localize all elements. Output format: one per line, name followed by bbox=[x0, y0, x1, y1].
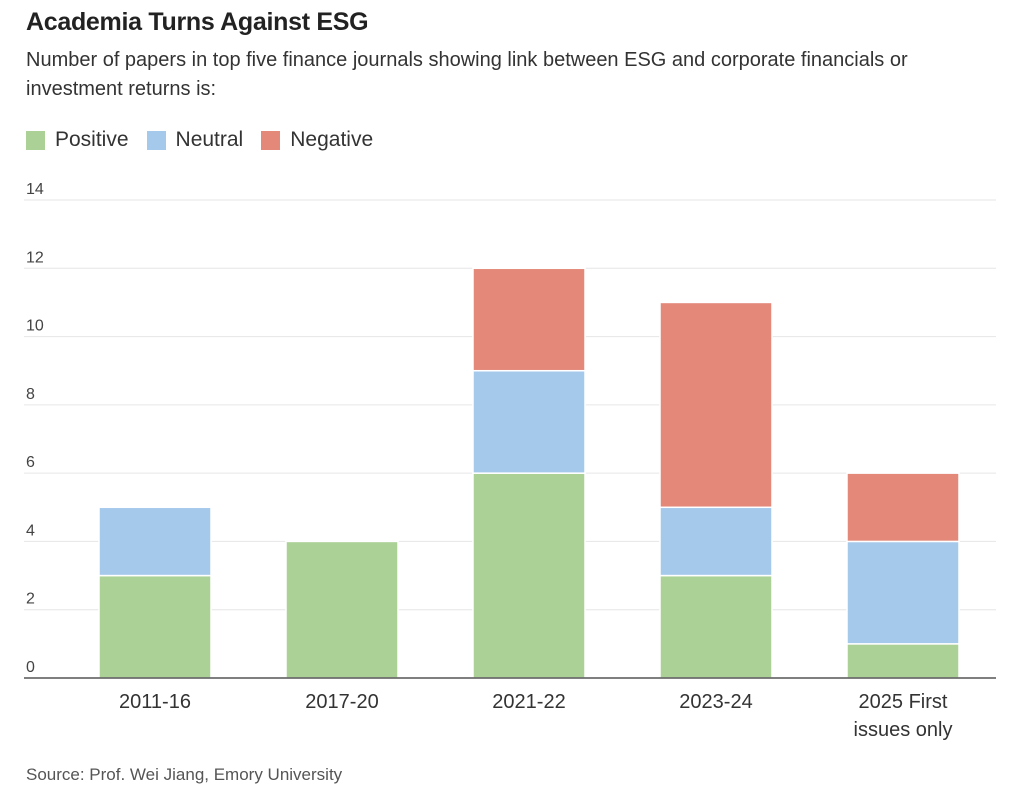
y-tick-label-10: 10 bbox=[26, 318, 44, 335]
bar-negative-2 bbox=[472, 267, 586, 372]
bar-neutral-4 bbox=[846, 540, 960, 645]
bar-positive-0 bbox=[98, 574, 212, 679]
bar-negative-3 bbox=[659, 301, 773, 509]
x-tick-label-3: 2023-24 bbox=[679, 691, 752, 713]
legend-swatch-positive bbox=[26, 130, 45, 150]
x-tick-label-2: 2021-22 bbox=[492, 691, 565, 713]
chart-subtitle: Number of papers in top five finance jou… bbox=[26, 49, 908, 100]
stacked-bar-chart: 0 2 4 6 8 10 12 14 2011-16 2017-20 2021-22 2023-24 2… bbox=[24, 181, 996, 741]
legend-item-neutral: Neutral bbox=[146, 128, 244, 152]
y-tick-label-14: 14 bbox=[26, 181, 44, 198]
legend-swatch-neutral bbox=[146, 130, 166, 150]
legend-label-positive: Positive bbox=[55, 128, 129, 151]
bar-neutral-2 bbox=[472, 369, 586, 474]
bar-positive-4 bbox=[846, 643, 960, 679]
legend-label-neutral: Neutral bbox=[175, 128, 244, 151]
legend-swatch-negative bbox=[261, 130, 281, 150]
y-tick-label-12: 12 bbox=[26, 249, 44, 266]
x-tick-label-1: 2017-20 bbox=[305, 691, 378, 713]
bar-positive-1 bbox=[285, 540, 399, 679]
bar-negative-4 bbox=[846, 472, 960, 543]
y-tick-label-6: 6 bbox=[26, 454, 35, 471]
bar-neutral-0 bbox=[98, 506, 212, 577]
bar-neutral-3 bbox=[659, 506, 773, 577]
y-tick-label-2: 2 bbox=[26, 591, 35, 608]
legend-item-positive: Positive bbox=[26, 128, 129, 152]
chart-title: Academia Turns Against ESG bbox=[26, 8, 369, 36]
legend-item-negative: Negative bbox=[261, 128, 373, 152]
legend-label-negative: Negative bbox=[290, 128, 374, 151]
y-tick-label-8: 8 bbox=[26, 386, 35, 403]
legend: Positive Neutral Negative bbox=[26, 128, 391, 152]
y-tick-label-0: 0 bbox=[26, 659, 35, 676]
x-tick-label-0: 2011-16 bbox=[119, 691, 191, 713]
y-tick-label-4: 4 bbox=[26, 522, 35, 539]
x-tick-label-4: 2025 First issues only bbox=[854, 691, 953, 741]
bar-positive-3 bbox=[659, 574, 773, 679]
source-note: Source: Prof. Wei Jiang, Emory Universit… bbox=[26, 765, 343, 784]
bar-positive-2 bbox=[472, 472, 586, 679]
